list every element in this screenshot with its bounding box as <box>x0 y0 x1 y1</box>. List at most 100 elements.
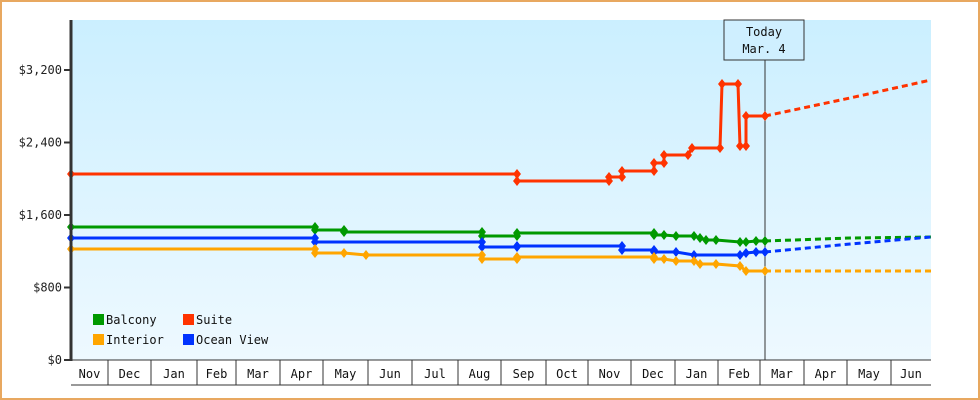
data-point-marker[interactable] <box>513 252 521 262</box>
data-point-marker[interactable] <box>650 230 658 240</box>
data-point-marker[interactable] <box>605 172 613 182</box>
legend: Balcony Suite Interior Ocean View <box>93 313 269 347</box>
x-month-label: May <box>335 367 357 381</box>
data-point-marker[interactable] <box>702 235 710 245</box>
data-point-marker[interactable] <box>712 235 720 245</box>
legend-swatch <box>93 334 104 345</box>
data-point-marker[interactable] <box>742 111 750 121</box>
data-point-marker[interactable] <box>752 247 760 257</box>
data-point-marker[interactable] <box>690 256 698 266</box>
x-month-label: Jun <box>900 367 922 381</box>
data-point-marker[interactable] <box>478 242 486 252</box>
data-point-marker[interactable] <box>690 250 698 260</box>
series-interior <box>67 244 931 276</box>
forecast-line <box>764 78 932 118</box>
data-point-marker[interactable] <box>696 259 704 269</box>
data-point-marker[interactable] <box>660 150 668 160</box>
data-point-marker[interactable] <box>761 236 769 246</box>
data-point-marker[interactable] <box>478 254 486 264</box>
data-point-marker[interactable] <box>650 158 658 168</box>
data-point-marker[interactable] <box>650 254 658 264</box>
y-tick-label: $3,200 <box>19 63 62 77</box>
x-month-label: Jan <box>686 367 708 381</box>
data-point-marker[interactable] <box>742 141 750 151</box>
data-point-marker[interactable] <box>478 231 486 241</box>
legend-label: Balcony <box>106 313 157 327</box>
x-month-label: May <box>858 367 880 381</box>
plot-area <box>71 20 931 360</box>
data-point-marker[interactable] <box>761 247 769 257</box>
data-point-marker[interactable] <box>736 250 744 260</box>
forecast-line <box>764 235 932 254</box>
legend-label: Interior <box>106 333 164 347</box>
data-point-marker[interactable] <box>761 266 769 276</box>
legend-item-suite[interactable]: Suite <box>183 313 232 327</box>
data-point-marker[interactable] <box>736 261 744 271</box>
data-point-marker[interactable] <box>690 231 698 241</box>
data-point-marker[interactable] <box>742 237 750 247</box>
data-point-marker[interactable] <box>618 166 626 176</box>
data-point-marker[interactable] <box>672 231 680 241</box>
legend-swatch <box>183 334 194 345</box>
legend-item-balcony[interactable]: Balcony <box>93 313 157 327</box>
x-month-label: Jun <box>379 367 401 381</box>
data-point-marker[interactable] <box>688 143 696 153</box>
legend-swatch <box>183 314 194 325</box>
x-month-label: Apr <box>291 367 313 381</box>
data-point-marker[interactable] <box>340 248 348 258</box>
data-point-marker[interactable] <box>650 166 658 176</box>
data-point-marker[interactable] <box>311 248 319 258</box>
x-axis: Nov Dec Jan Feb Mar Apr May Jun Jul Aug Sep Oct Nov D… <box>71 360 931 386</box>
legend-item-ocean-view[interactable]: Ocean View <box>183 333 269 347</box>
data-point-marker[interactable] <box>716 143 724 153</box>
data-point-marker[interactable] <box>513 228 521 238</box>
data-point-marker[interactable] <box>618 172 626 182</box>
data-point-marker[interactable] <box>742 248 750 258</box>
data-point-marker[interactable] <box>513 241 521 251</box>
legend-label: Ocean View <box>196 333 269 347</box>
data-point-marker[interactable] <box>712 259 720 269</box>
data-point-marker[interactable] <box>736 237 744 247</box>
data-point-marker[interactable] <box>513 176 521 186</box>
today-marker: Today Mar. 4 <box>723 19 805 360</box>
x-month-label: Dec <box>642 367 664 381</box>
x-month-label: Feb <box>728 367 750 381</box>
series-suite <box>67 78 932 186</box>
x-month-label: Mar <box>247 367 269 381</box>
data-point-marker[interactable] <box>660 254 668 264</box>
legend-item-interior[interactable]: Interior <box>93 333 164 347</box>
data-point-marker[interactable] <box>672 247 680 257</box>
y-tick-label: $1,600 <box>19 208 62 222</box>
legend-label: Suite <box>196 313 232 327</box>
data-point-marker[interactable] <box>761 111 769 121</box>
data-point-marker[interactable] <box>513 169 521 179</box>
data-point-marker[interactable] <box>672 256 680 266</box>
series-balcony <box>67 222 932 247</box>
data-point-marker[interactable] <box>742 266 750 276</box>
data-point-marker[interactable] <box>340 227 348 237</box>
data-point-marker[interactable] <box>311 237 319 247</box>
x-month-label: Jan <box>163 367 185 381</box>
data-point-marker[interactable] <box>752 236 760 246</box>
data-point-marker[interactable] <box>734 79 742 89</box>
data-point-marker[interactable] <box>618 245 626 255</box>
y-tick-label: $800 <box>33 281 62 295</box>
today-label: Today <box>746 25 782 39</box>
forecast-line <box>764 235 932 243</box>
x-month-label: Apr <box>815 367 837 381</box>
x-month-label: Nov <box>599 367 621 381</box>
data-point-marker[interactable] <box>696 233 704 243</box>
data-point-marker[interactable] <box>362 250 370 260</box>
data-point-marker[interactable] <box>660 158 668 168</box>
y-tick-label: $0 <box>48 353 62 367</box>
legend-swatch <box>93 314 104 325</box>
today-box <box>723 19 805 61</box>
data-point-marker[interactable] <box>660 230 668 240</box>
data-point-marker[interactable] <box>684 150 692 160</box>
data-point-marker[interactable] <box>718 79 726 89</box>
today-date: Mar. 4 <box>742 42 785 56</box>
data-point-marker[interactable] <box>736 141 744 151</box>
x-month-label: Nov <box>79 367 101 381</box>
data-point-marker[interactable] <box>311 225 319 235</box>
